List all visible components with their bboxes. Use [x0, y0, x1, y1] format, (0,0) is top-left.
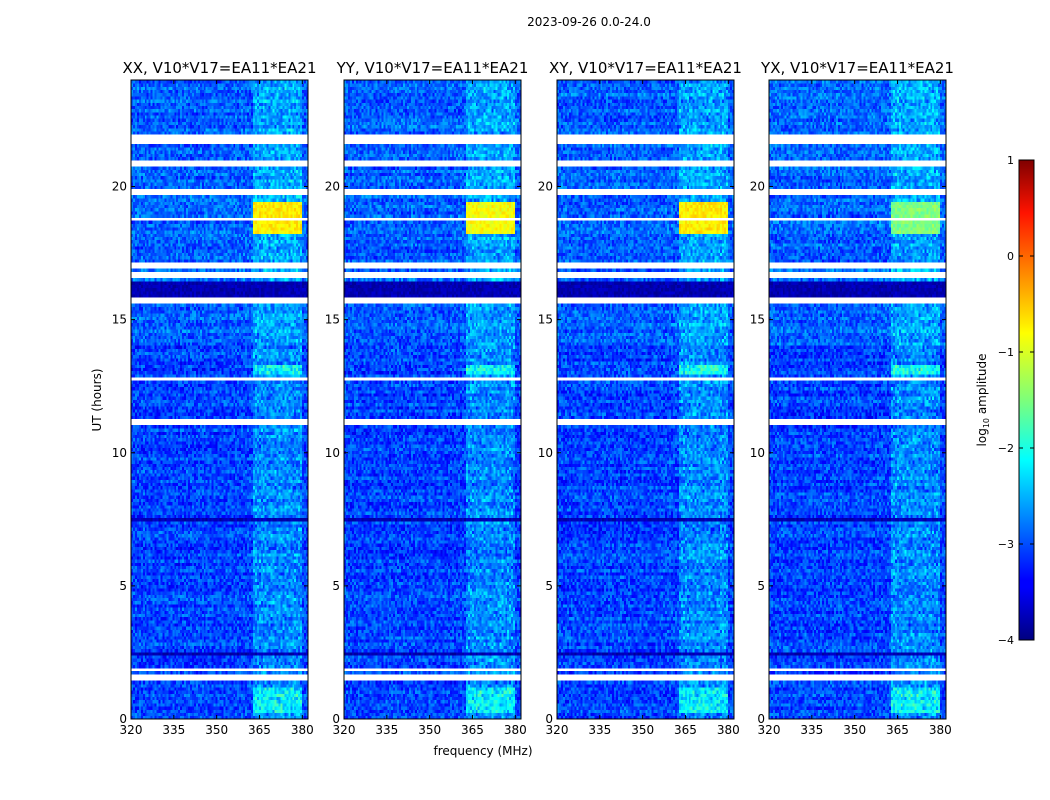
figure: 2023-09-26 0.0-24.0 XX, V10*V17=EA11*EA2… [0, 0, 1050, 800]
heatmap-cells [131, 80, 308, 719]
figure-suptitle: 2023-09-26 0.0-24.0 [527, 15, 651, 29]
panel-title: XX, V10*V17=EA11*EA21 [122, 59, 316, 77]
